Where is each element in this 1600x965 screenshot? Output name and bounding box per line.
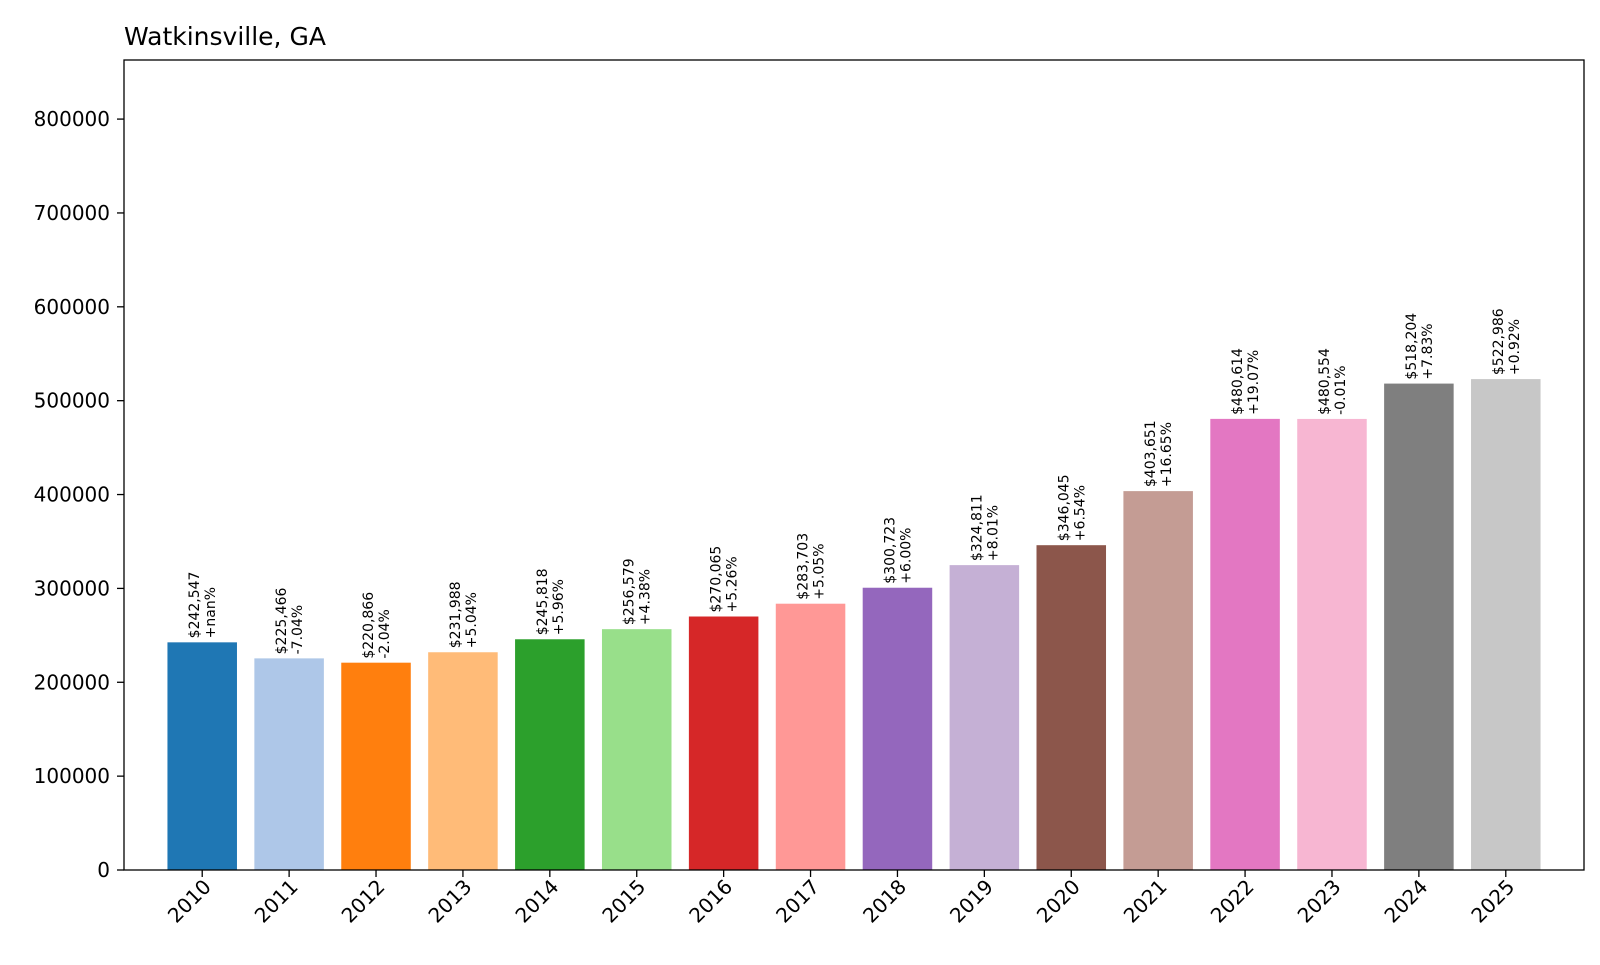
bar-change-label: +5.96%	[551, 579, 567, 635]
bar-value-label: $324,811	[969, 494, 985, 561]
x-tick-label: 2015	[597, 875, 650, 928]
bar-label-2017: $283,703 +5.05%	[796, 533, 828, 600]
bar-value-label: $256,579	[622, 558, 638, 625]
y-axis: 0 100000 200000 300000 400000 500000 600000 700…	[34, 107, 124, 882]
bar-label-2019: $324,811 +8.01%	[969, 494, 1001, 561]
x-tick-label: 2010	[163, 875, 216, 928]
bar-change-label: +nan%	[203, 587, 219, 638]
bar-change-label: +5.26%	[725, 556, 741, 612]
y-tick-label: 400000	[34, 483, 110, 507]
bar-2022	[1210, 418, 1280, 870]
bar-labels: $242,547 +nan% $225,466 -7.04% $220,866 -2.04…	[187, 308, 1523, 658]
bar-label-2018: $300,723 +6.00%	[882, 517, 914, 584]
x-tick-label: 2025	[1466, 875, 1519, 928]
x-axis: 2010 2011 2012 2013 2014 2015 2016 2017 2018 2019…	[163, 870, 1519, 928]
bar-2017	[775, 603, 846, 870]
bar-change-label: +7.83%	[1420, 323, 1436, 379]
bar-value-label: $346,045	[1056, 474, 1072, 541]
bar-value-label: $270,065	[709, 546, 725, 613]
bar-change-label: +5.04%	[464, 592, 480, 648]
bar-2025	[1471, 379, 1541, 870]
bar-label-2022: $480,614 +19.07%	[1230, 348, 1262, 415]
bar-change-label: +8.01%	[985, 505, 1001, 561]
bar-change-label: +4.38%	[638, 569, 654, 625]
bar-2019	[949, 565, 1020, 870]
bar-2014	[515, 639, 585, 870]
bar-label-2010: $242,547 +nan%	[187, 572, 219, 639]
bar-change-label: -0.01%	[1333, 365, 1349, 415]
bar-value-label: $522,986	[1491, 308, 1507, 375]
bar-label-2013: $231,988 +5.04%	[448, 581, 480, 648]
bar-2021	[1123, 491, 1193, 870]
bar-value-label: $225,466	[274, 587, 290, 654]
bar-change-label: +19.07%	[1246, 350, 1262, 415]
bar-value-label: $283,703	[796, 533, 812, 600]
bar-value-label: $403,651	[1143, 420, 1159, 487]
bar-2024	[1384, 383, 1454, 870]
x-tick-label: 2023	[1293, 875, 1346, 928]
x-tick-label: 2013	[423, 875, 476, 928]
y-tick-label: 600000	[34, 295, 110, 319]
x-tick-label: 2017	[771, 875, 824, 928]
y-tick-label: 0	[97, 858, 110, 882]
bar-2012	[341, 662, 411, 870]
x-tick-label: 2012	[337, 875, 390, 928]
y-tick-label: 100000	[34, 764, 110, 788]
x-tick-label: 2020	[1032, 875, 1085, 928]
bar-value-label: $518,204	[1404, 313, 1420, 380]
bar-label-2020: $346,045 +6.54%	[1056, 474, 1088, 541]
bar-value-label: $220,866	[361, 592, 377, 659]
bar-change-label: +16.65%	[1159, 422, 1175, 487]
bar-label-2015: $256,579 +4.38%	[622, 558, 654, 625]
bar-2016	[688, 616, 759, 870]
plot-frame	[123, 59, 1585, 871]
bar-change-label: -7.04%	[290, 605, 306, 655]
bar-2015	[601, 629, 672, 870]
bar-2013	[428, 652, 498, 870]
bar-change-label: -2.04%	[377, 609, 393, 659]
bar-value-label: $480,614	[1230, 348, 1246, 415]
y-tick-label: 200000	[34, 670, 110, 694]
x-tick-label: 2011	[250, 875, 303, 928]
bar-label-2024: $518,204 +7.83%	[1404, 313, 1436, 380]
x-tick-label: 2024	[1379, 875, 1432, 928]
bar-change-label: +5.05%	[812, 543, 828, 599]
bar-change-label: +6.54%	[1072, 485, 1088, 541]
chart-title: Watkinsville, GA	[124, 22, 326, 51]
bar-value-label: $231,988	[448, 581, 464, 648]
bar-series	[167, 379, 1541, 870]
bar-value-label: $245,818	[535, 568, 551, 635]
bar-2018	[862, 587, 933, 870]
bar-2010	[167, 642, 237, 870]
x-tick-label: 2019	[945, 875, 998, 928]
y-tick-label: 800000	[34, 107, 110, 131]
bar-change-label: +0.92%	[1507, 319, 1523, 375]
bar-label-2021: $403,651 +16.65%	[1143, 420, 1175, 487]
x-tick-label: 2021	[1119, 875, 1172, 928]
bar-2023	[1297, 418, 1367, 870]
y-tick-label: 700000	[34, 201, 110, 225]
bar-2020	[1036, 545, 1107, 870]
bar-label-2023: $480,554 -0.01%	[1317, 348, 1349, 415]
bar-change-label: +6.00%	[898, 528, 914, 584]
bar-label-2012: $220,866 -2.04%	[361, 592, 393, 659]
bar-value-label: $300,723	[882, 517, 898, 584]
x-tick-label: 2016	[684, 875, 737, 928]
bar-label-2014: $245,818 +5.96%	[535, 568, 567, 635]
bar-value-label: $242,547	[187, 572, 203, 639]
bar-label-2025: $522,986 +0.92%	[1491, 308, 1523, 375]
bar-value-label: $480,554	[1317, 348, 1333, 415]
bar-label-2011: $225,466 -7.04%	[274, 587, 306, 654]
y-tick-label: 500000	[34, 389, 110, 413]
y-tick-label: 300000	[34, 576, 110, 600]
x-tick-label: 2018	[858, 875, 911, 928]
bar-label-2016: $270,065 +5.26%	[709, 546, 741, 613]
bar-2011	[254, 658, 324, 870]
x-tick-label: 2022	[1206, 875, 1259, 928]
x-tick-label: 2014	[510, 875, 563, 928]
